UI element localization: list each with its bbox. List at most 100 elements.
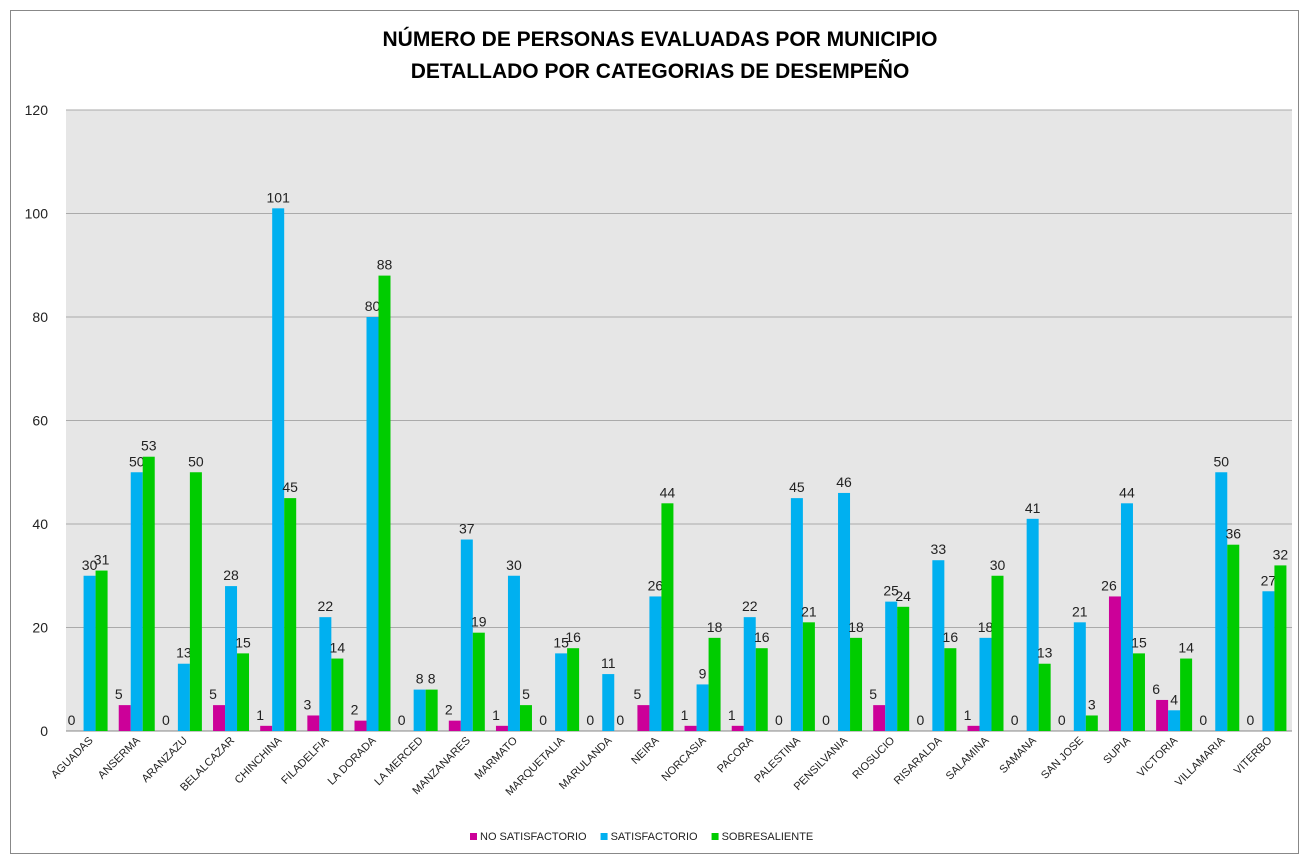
bar [850, 637, 863, 731]
data-label: 80 [365, 298, 381, 314]
data-label: 31 [94, 552, 110, 568]
bar [1108, 596, 1121, 731]
data-label: 33 [931, 541, 947, 557]
data-label: 45 [282, 479, 298, 495]
data-label: 11 [601, 655, 616, 671]
data-label: 0 [822, 712, 830, 728]
y-tick-label: 100 [25, 206, 49, 222]
bar [1262, 591, 1275, 731]
data-label: 36 [1225, 526, 1241, 542]
bar [307, 715, 320, 731]
chart-title: NÚMERO DE PERSONAS EVALUADAS POR MUNICIP… [383, 27, 938, 51]
bar [142, 456, 155, 731]
data-label: 26 [1101, 577, 1117, 593]
data-label: 14 [1178, 640, 1194, 656]
data-label: 19 [471, 614, 487, 630]
data-label: 101 [267, 189, 291, 205]
data-label: 14 [330, 640, 346, 656]
bar [708, 637, 721, 731]
bar [637, 705, 650, 731]
bar [567, 648, 580, 731]
data-label: 8 [428, 671, 436, 687]
y-tick-label: 120 [25, 102, 49, 118]
data-label: 30 [82, 557, 98, 573]
bar [661, 503, 674, 731]
bar [555, 653, 568, 731]
bar [237, 653, 250, 731]
bar [897, 606, 910, 731]
data-label: 27 [1261, 572, 1277, 588]
legend-swatch [470, 833, 477, 840]
data-label: 53 [141, 438, 157, 454]
bar [460, 539, 473, 731]
data-label: 0 [775, 712, 783, 728]
data-label: 0 [586, 712, 594, 728]
bar [225, 586, 238, 731]
data-label: 8 [416, 671, 424, 687]
bar [472, 632, 485, 731]
y-tick-label: 80 [32, 309, 48, 325]
data-label: 44 [660, 484, 676, 500]
bar [189, 472, 202, 731]
data-label: 1 [964, 707, 972, 723]
bar [649, 596, 662, 731]
bar [354, 720, 367, 731]
legend-label: SOBRESALIENTE [722, 831, 814, 843]
bar [378, 275, 391, 731]
data-label: 5 [869, 686, 877, 702]
data-label: 0 [1247, 712, 1255, 728]
data-label: 5 [522, 686, 530, 702]
bar [213, 705, 226, 731]
bar [696, 684, 709, 731]
bar [602, 674, 615, 731]
data-label: 44 [1119, 484, 1135, 500]
bar [177, 663, 190, 731]
bar [731, 725, 744, 731]
data-label: 3 [303, 696, 311, 712]
data-label: 2 [351, 702, 359, 718]
data-label: 21 [801, 603, 817, 619]
data-label: 30 [990, 557, 1006, 573]
bar [838, 492, 851, 731]
legend-swatch [600, 833, 608, 840]
bar [519, 705, 532, 731]
data-label: 5 [115, 686, 123, 702]
data-label: 0 [539, 712, 547, 728]
bar [1085, 715, 1098, 731]
data-label: 5 [209, 686, 217, 702]
data-label: 3 [1088, 696, 1096, 712]
data-label: 50 [129, 453, 145, 469]
bar [495, 725, 508, 731]
data-label: 50 [188, 453, 204, 469]
data-label: 15 [553, 634, 569, 650]
data-label: 0 [916, 712, 924, 728]
data-label: 5 [634, 686, 642, 702]
bar [1168, 710, 1181, 731]
bar [284, 498, 297, 731]
bar [1038, 663, 1051, 731]
data-label: 13 [1037, 645, 1053, 661]
legend-label: SATISFACTORIO [611, 831, 698, 843]
bar [448, 720, 461, 731]
data-label: 50 [1213, 453, 1229, 469]
bar [1227, 544, 1240, 731]
bar [932, 560, 945, 731]
bar [1274, 565, 1287, 731]
bar [319, 617, 332, 731]
y-tick-label: 60 [32, 413, 48, 429]
chart-subtitle: DETALLADO POR CATEGORIAS DE DESEMPEÑO [411, 60, 910, 83]
data-label: 26 [648, 577, 664, 593]
data-label: 16 [565, 629, 581, 645]
bar [944, 648, 957, 731]
bar [83, 575, 96, 731]
bar [118, 705, 131, 731]
data-label: 15 [235, 634, 251, 650]
bar [991, 575, 1004, 731]
data-label: 0 [162, 712, 170, 728]
data-label: 2 [445, 702, 453, 718]
bar [1215, 472, 1228, 731]
bar [967, 725, 980, 731]
bar [1180, 658, 1193, 731]
bar [684, 725, 697, 731]
